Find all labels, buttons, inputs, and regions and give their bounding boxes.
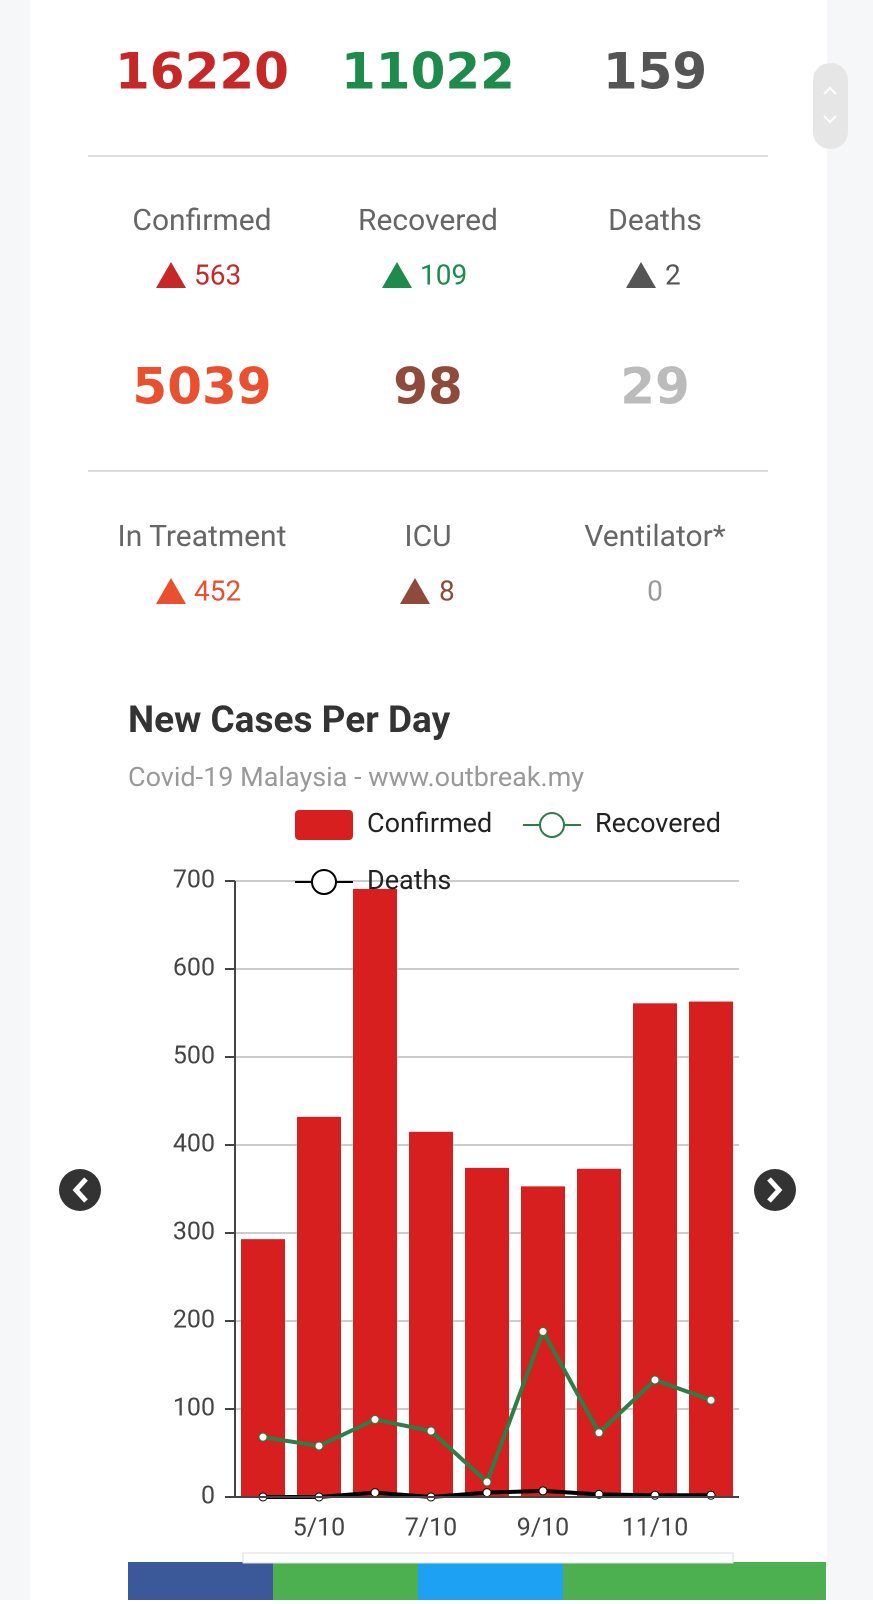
stat-delta: 563 <box>194 258 241 291</box>
prev-button[interactable] <box>59 1169 101 1211</box>
stat-value: 98 <box>393 358 463 416</box>
share-bar[interactable] <box>418 1562 563 1600</box>
point <box>258 1432 268 1442</box>
y-tick-label: 700 <box>173 866 215 895</box>
stat-label: Ventilator* <box>584 519 725 554</box>
stat-delta: 2 <box>665 258 681 291</box>
point <box>650 1375 660 1385</box>
share-bar[interactable] <box>128 1562 273 1600</box>
point <box>370 1415 380 1425</box>
chart-subtitle: Covid-19 Malaysia - www.outbreak.my <box>128 761 584 793</box>
bar <box>577 1168 621 1497</box>
point <box>706 1490 716 1500</box>
bar <box>521 1186 565 1497</box>
x-tick-label: 7/10 <box>405 1514 457 1543</box>
y-tick-label: 100 <box>173 1394 215 1423</box>
bar <box>297 1116 341 1497</box>
bar <box>353 888 397 1497</box>
scroll-control[interactable] <box>813 63 848 149</box>
prev-icon <box>72 1177 88 1203</box>
next-button[interactable] <box>754 1169 796 1211</box>
bar <box>465 1167 509 1497</box>
point <box>370 1488 380 1498</box>
chart-title: New Cases Per Day <box>128 699 451 742</box>
bar <box>409 1131 453 1497</box>
bar <box>633 1003 677 1497</box>
up-triangle <box>626 262 656 288</box>
y-tick-label: 0 <box>201 1482 215 1511</box>
stat-delta: 109 <box>420 258 467 291</box>
x-tick-label: 11/10 <box>622 1514 689 1543</box>
y-tick-label: 300 <box>173 1218 215 1247</box>
legend-swatch <box>295 810 353 840</box>
stat-delta: 8 <box>439 574 455 607</box>
x-tick-label: 5/10 <box>293 1514 345 1543</box>
bar <box>689 1001 733 1497</box>
x-tick-label: 9/10 <box>517 1514 569 1543</box>
legend-swatch <box>311 869 337 895</box>
y-tick-label: 600 <box>173 954 215 983</box>
up-triangle <box>400 578 430 604</box>
share-bar[interactable] <box>273 1562 418 1600</box>
stat-value: 11022 <box>341 43 515 101</box>
up-triangle <box>382 262 412 288</box>
point <box>538 1327 548 1337</box>
legend-swatch <box>539 812 565 838</box>
up-triangle <box>156 578 186 604</box>
stat-label: Confirmed <box>132 203 271 238</box>
point <box>594 1428 604 1438</box>
scrollbar <box>242 1552 734 1564</box>
legend-label: Confirmed <box>367 807 492 839</box>
stat-delta: 452 <box>194 574 241 607</box>
legend-label: Deaths <box>367 864 451 896</box>
stat-label: ICU <box>404 519 451 554</box>
up-triangle <box>156 262 186 288</box>
stat-label: Recovered <box>358 203 498 238</box>
stat-delta: 0 <box>647 574 663 607</box>
legend-label: Recovered <box>595 807 721 839</box>
stat-value: 5039 <box>132 358 271 416</box>
point <box>538 1486 548 1496</box>
y-tick-label: 500 <box>173 1042 215 1071</box>
point <box>650 1490 660 1500</box>
point <box>314 1441 324 1451</box>
scroll-arrows <box>823 86 837 124</box>
point <box>706 1395 716 1405</box>
share-bar[interactable] <box>563 1562 826 1600</box>
point <box>482 1477 492 1487</box>
y-tick-label: 400 <box>173 1130 215 1159</box>
stat-label: In Treatment <box>118 519 287 554</box>
stat-label: Deaths <box>608 203 702 238</box>
bar <box>241 1239 285 1497</box>
stat-value: 29 <box>620 358 690 416</box>
stat-value: 159 <box>603 43 707 101</box>
stat-value: 16220 <box>115 43 289 101</box>
point <box>426 1426 436 1436</box>
point <box>482 1488 492 1498</box>
next-icon <box>767 1177 783 1203</box>
y-tick-label: 200 <box>173 1306 215 1335</box>
